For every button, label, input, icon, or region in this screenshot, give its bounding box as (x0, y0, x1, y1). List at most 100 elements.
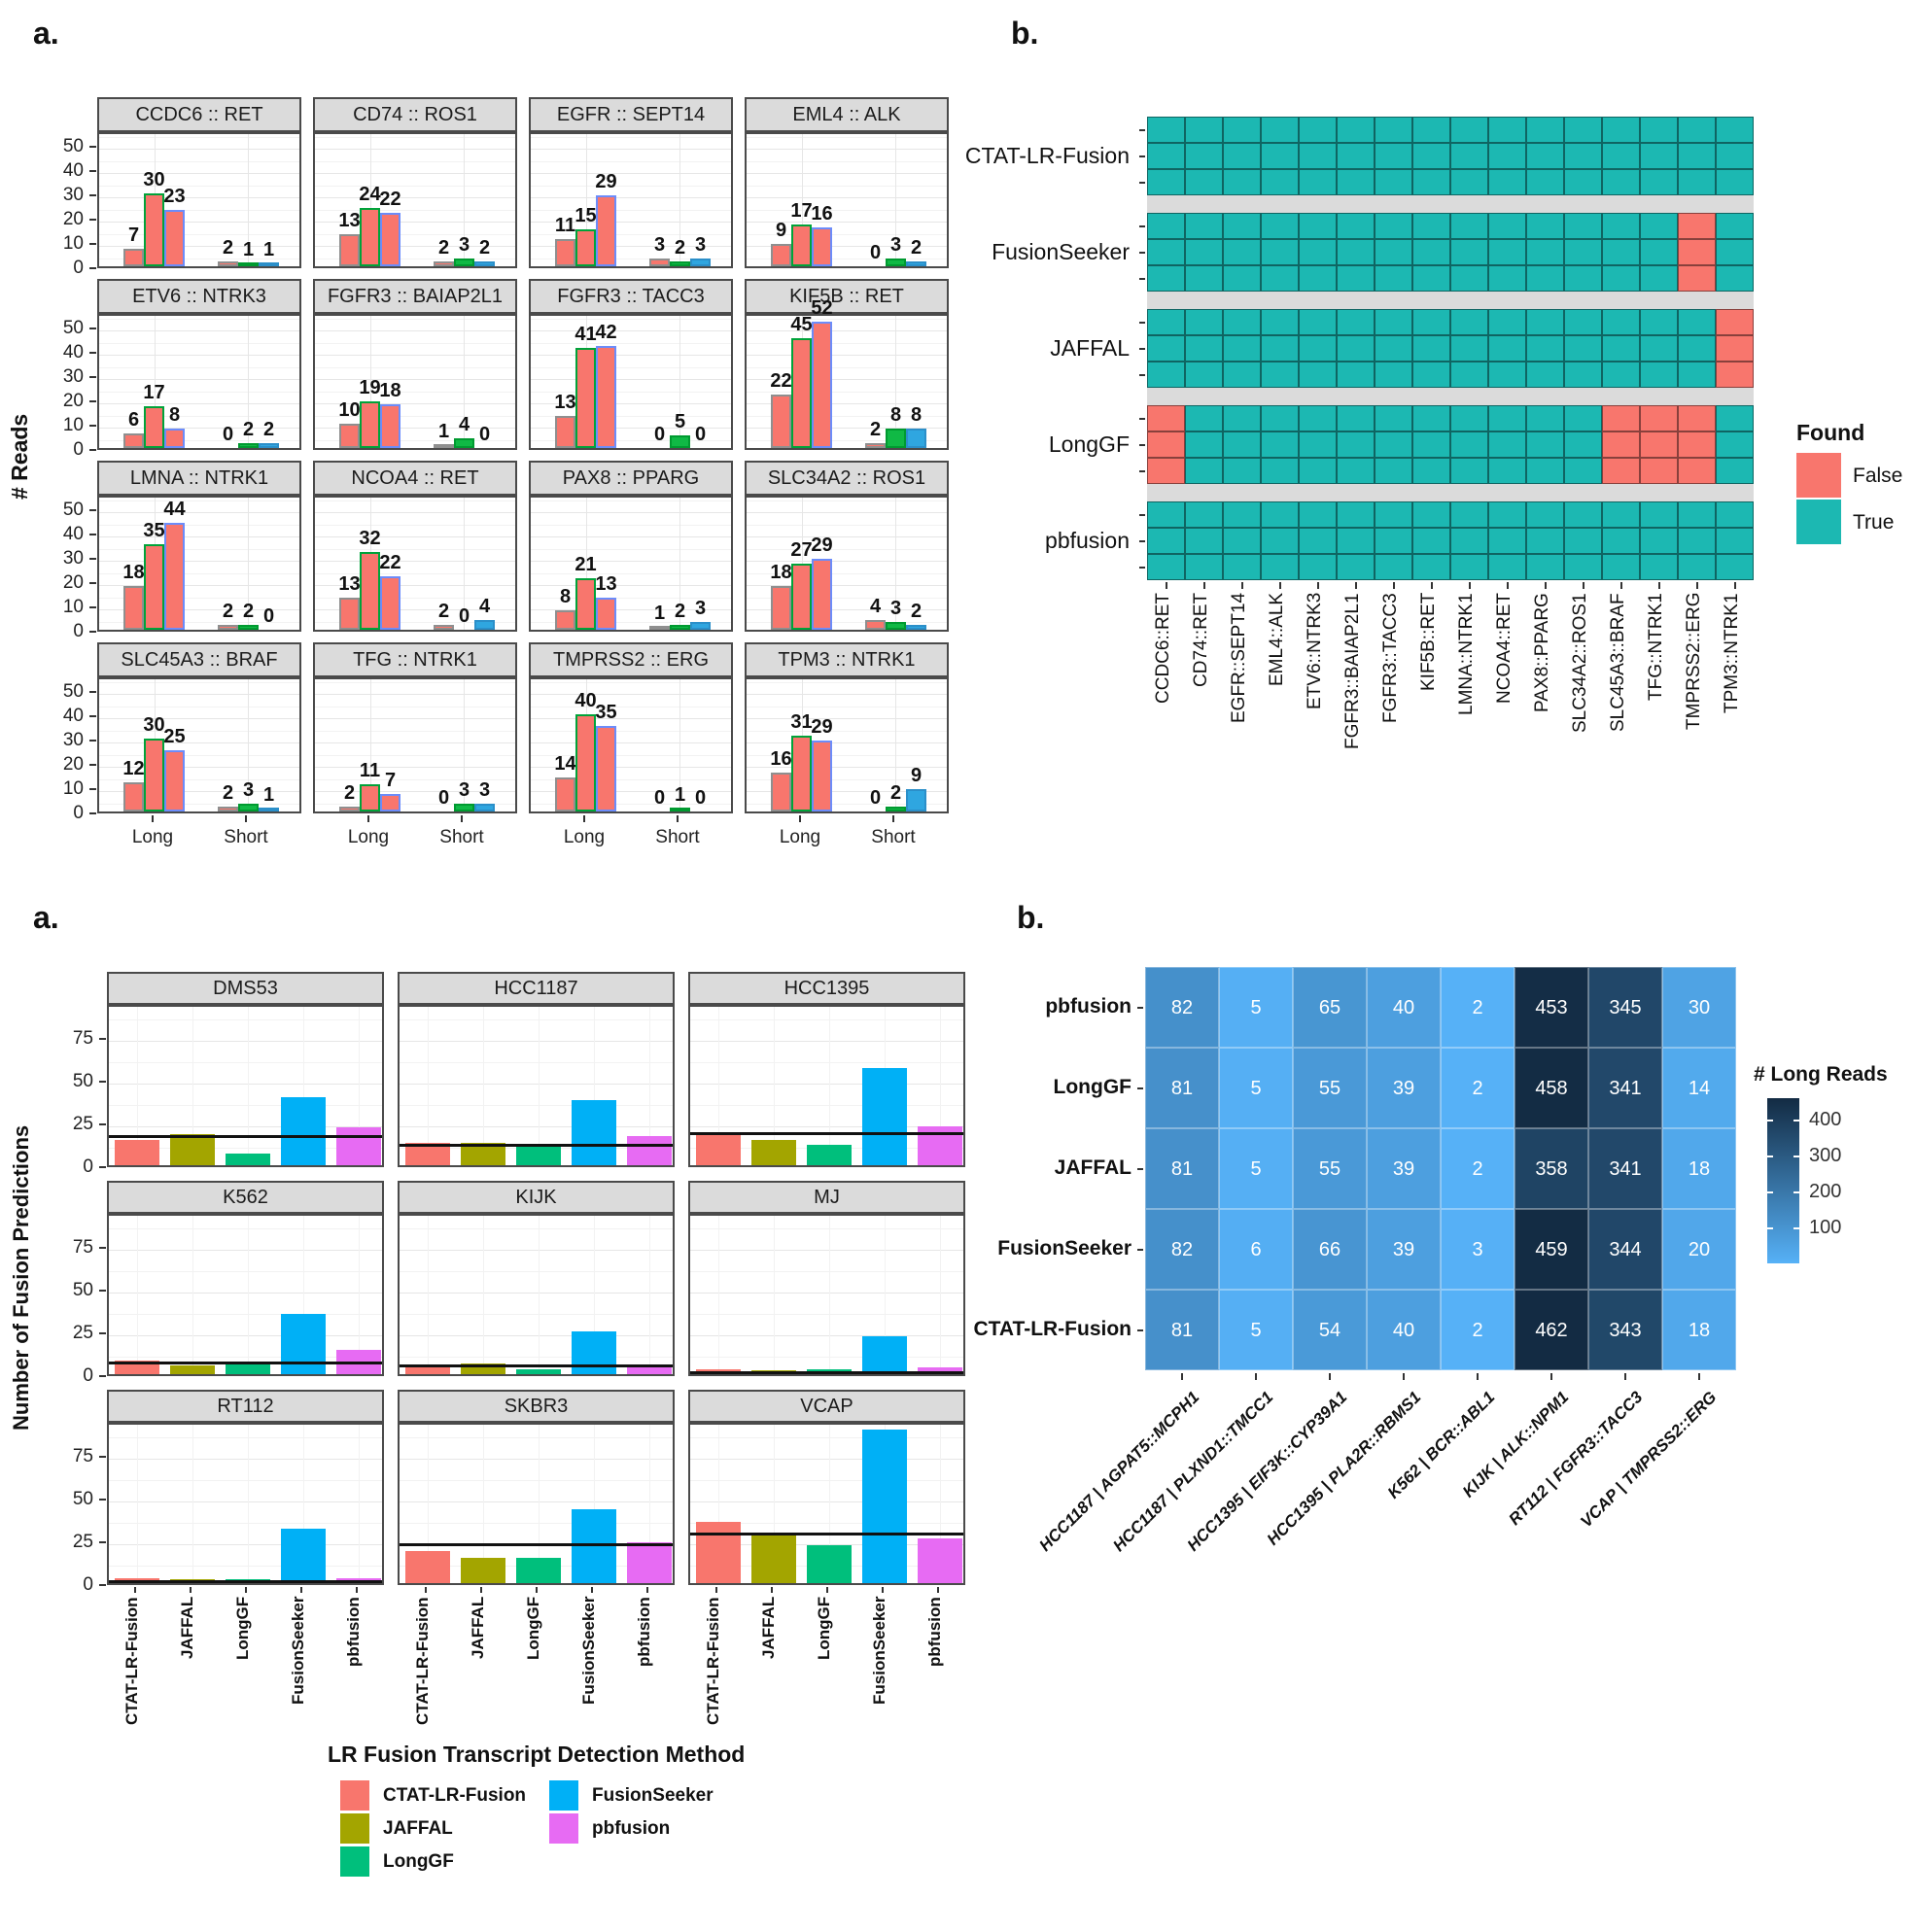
gridline-vertical (248, 316, 249, 448)
y-tick-label: 50 (62, 136, 84, 156)
x-tick (461, 815, 463, 822)
gridline-major (99, 246, 299, 247)
facet-panel: 13 41 42 0 5 0 (529, 314, 733, 450)
found-true-swatch (1796, 500, 1841, 544)
gridline-minor (400, 1062, 673, 1063)
heatmap-cell (1450, 239, 1488, 265)
bar (434, 261, 454, 266)
facet-panel: 11 15 29 3 2 3 (529, 132, 733, 268)
bar (555, 610, 575, 630)
heatmap-cell (1564, 309, 1602, 335)
y-tick-label: 10 (62, 415, 84, 435)
bar (751, 1535, 796, 1583)
truth-hline (400, 1543, 673, 1546)
gridline-minor (99, 598, 299, 599)
heatmap-cell (1261, 528, 1299, 554)
gridline-vertical (137, 1216, 138, 1374)
heatmap-cell (1526, 335, 1564, 362)
facet-panel: 10 19 18 1 4 0 (313, 314, 517, 450)
gridline-minor (99, 440, 299, 441)
gridline-major (690, 1544, 963, 1545)
facet-panel: 13 24 22 2 3 2 (313, 132, 517, 268)
bar (164, 210, 185, 266)
heatmap-cell: 39 (1367, 1209, 1441, 1290)
heatmap-cell (1299, 528, 1337, 554)
heatmap-cell (1261, 554, 1299, 580)
facet-strip: SLC34A2 :: ROS1 (745, 461, 949, 496)
y-tick-label: 30 (62, 548, 84, 569)
heatmap-row-label: pbfusion (1045, 995, 1132, 1018)
heatmap-cell (1261, 117, 1299, 143)
bar-value-label: 3 (242, 779, 255, 801)
legend-tick (1767, 1191, 1773, 1193)
heatmap-cell (1602, 309, 1640, 335)
gridline-major (99, 149, 299, 150)
x-tick (134, 1587, 136, 1593)
heatmap-cell (1337, 309, 1375, 335)
gridline-minor (99, 779, 299, 780)
bar (771, 586, 791, 630)
heatmap-cell (1261, 143, 1299, 169)
facet-panel (688, 1214, 965, 1376)
heatmap-cell (1602, 405, 1640, 431)
heatmap-cell (1526, 458, 1564, 484)
gridline-major (747, 149, 947, 150)
bar (454, 259, 474, 266)
facet-strip: FGFR3 :: BAIAP2L1 (313, 279, 517, 314)
heatmap-cell: 5 (1219, 1048, 1293, 1128)
bar (865, 443, 886, 448)
x-tick (1279, 582, 1281, 589)
heatmap-cell (1261, 362, 1299, 388)
gridline-minor (99, 161, 299, 162)
heatmap-cell (1147, 362, 1185, 388)
heatmap-cell (1299, 169, 1337, 195)
gridline-vertical (679, 498, 680, 630)
gridline-major (531, 561, 731, 562)
gridline-major (315, 173, 515, 174)
x-tick (152, 815, 154, 822)
heatmap-cell (1450, 362, 1488, 388)
x-tick (1393, 582, 1395, 589)
heatmap-cell (1147, 528, 1185, 554)
heatmap-cell (1185, 117, 1223, 143)
heatmap-row-label: JAFFAL (1050, 335, 1130, 361)
gridline-minor (99, 234, 299, 235)
gridline-major (690, 1084, 963, 1085)
bar (405, 1551, 450, 1583)
heatmap-cell (1716, 117, 1754, 143)
gridline-minor (747, 343, 947, 344)
facet-strip: CCDC6 :: RET (97, 97, 301, 132)
gridline-minor (315, 779, 515, 780)
gridline-major (531, 428, 731, 429)
y-tick (1139, 225, 1145, 227)
heatmap-cell (1299, 239, 1337, 265)
y-tick-label: 10 (62, 233, 84, 254)
bar-value-label: 30 (143, 714, 165, 736)
y-tick-label: 75 (72, 1446, 93, 1466)
bar (575, 348, 596, 448)
x-tick-label: LongGF (233, 1597, 252, 1661)
y-tick (99, 1166, 106, 1168)
y-tick-label: 40 (62, 342, 84, 362)
bar (865, 620, 886, 630)
y-tick (89, 243, 96, 245)
bar-value-label: 0 (222, 424, 234, 445)
gridline-vertical (464, 498, 465, 630)
bar (170, 1365, 215, 1374)
heatmap-cell (1640, 309, 1678, 335)
truth-hline (400, 1364, 673, 1367)
heatmap-cell (1412, 528, 1450, 554)
facet-panel: 18 27 29 4 3 2 (745, 496, 949, 632)
heatmap-col-label: CCDC6::RET (1153, 593, 1173, 705)
gridline-major (747, 694, 947, 695)
heatmap-cell (1640, 431, 1678, 458)
bar (696, 1133, 741, 1165)
gridline-vertical (718, 1216, 719, 1374)
bar (259, 262, 279, 266)
bar-value-label: 0 (694, 424, 707, 445)
x-tick-label: Short (871, 827, 916, 847)
facet-panel (398, 1005, 675, 1167)
gridline-vertical (248, 679, 249, 811)
gridline-major (747, 428, 947, 429)
gridline-minor (690, 1357, 963, 1358)
